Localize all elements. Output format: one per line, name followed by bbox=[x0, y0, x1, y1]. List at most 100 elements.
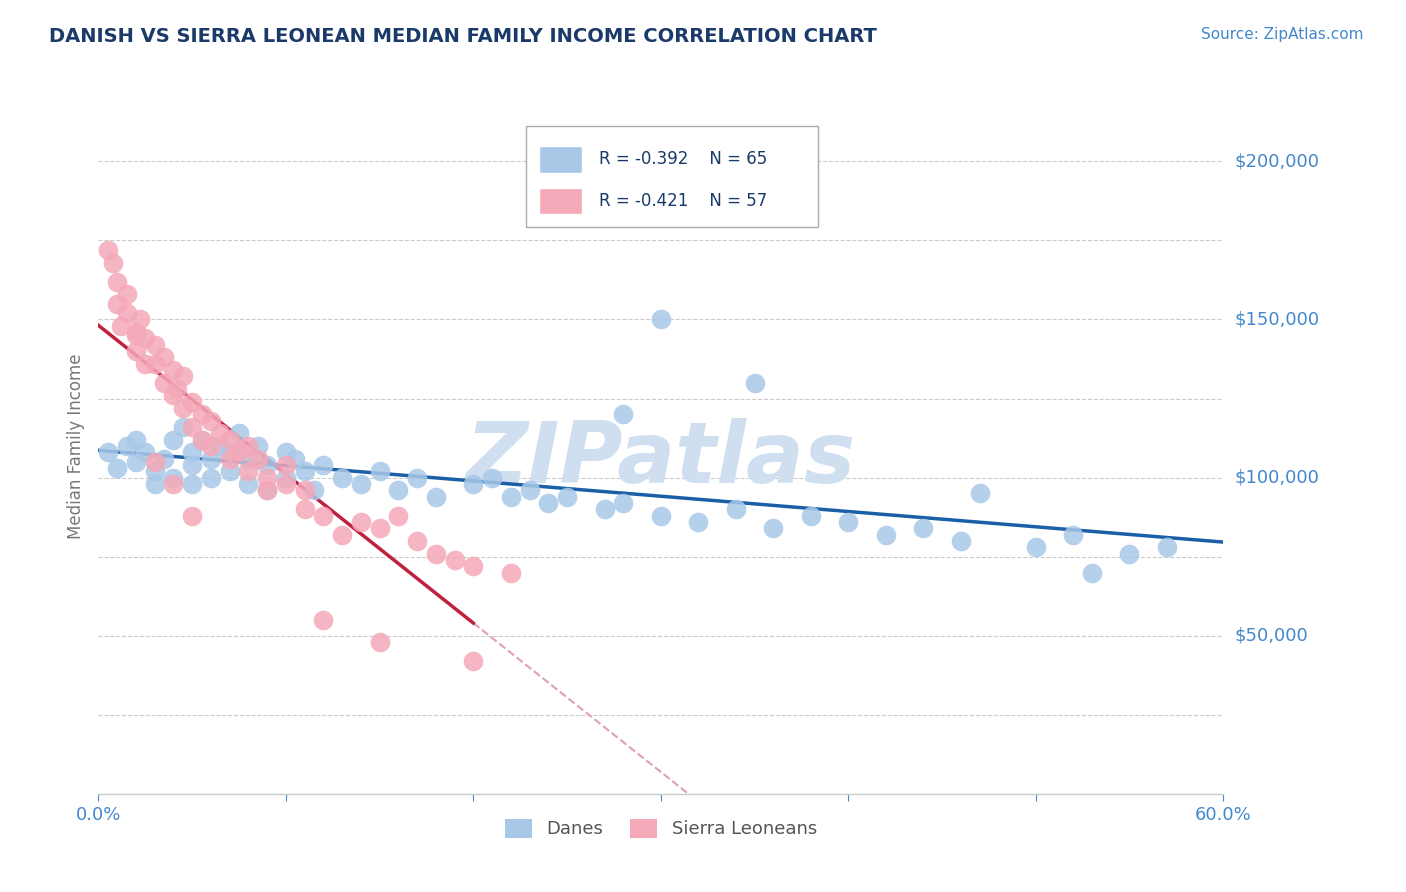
Point bbox=[143, 455, 166, 469]
Point bbox=[425, 490, 447, 504]
Point bbox=[499, 566, 522, 580]
Point bbox=[162, 363, 184, 377]
Point bbox=[228, 445, 250, 459]
Point bbox=[181, 477, 204, 491]
Point bbox=[800, 508, 823, 523]
Point bbox=[274, 477, 297, 491]
Point bbox=[1118, 547, 1140, 561]
Point bbox=[181, 508, 204, 523]
Point bbox=[463, 477, 485, 491]
Point bbox=[125, 455, 148, 469]
Point bbox=[181, 394, 204, 409]
Point bbox=[181, 458, 204, 472]
Point bbox=[463, 654, 485, 668]
Point bbox=[143, 357, 166, 371]
Point bbox=[110, 318, 132, 333]
Point bbox=[368, 521, 391, 535]
Point bbox=[162, 470, 184, 484]
Point bbox=[406, 470, 429, 484]
Point bbox=[125, 325, 148, 339]
Point bbox=[143, 338, 166, 352]
Text: ZIPatlas: ZIPatlas bbox=[465, 418, 856, 501]
Point bbox=[246, 439, 269, 453]
Point bbox=[190, 408, 212, 422]
Point bbox=[218, 433, 240, 447]
Point bbox=[115, 287, 138, 301]
Point bbox=[125, 344, 148, 359]
Point bbox=[294, 464, 316, 478]
Point bbox=[274, 458, 297, 472]
Point bbox=[200, 451, 222, 466]
Point bbox=[134, 357, 156, 371]
Point bbox=[256, 470, 278, 484]
Point bbox=[294, 483, 316, 498]
Text: $50,000: $50,000 bbox=[1234, 627, 1308, 645]
Point bbox=[228, 426, 250, 441]
Point bbox=[688, 515, 710, 529]
Point bbox=[238, 477, 260, 491]
Point bbox=[105, 296, 128, 310]
Point bbox=[105, 275, 128, 289]
FancyBboxPatch shape bbox=[526, 126, 818, 227]
Point bbox=[125, 328, 148, 343]
Text: $200,000: $200,000 bbox=[1234, 153, 1319, 170]
Point bbox=[612, 408, 634, 422]
Point bbox=[312, 458, 335, 472]
Point bbox=[162, 433, 184, 447]
Point bbox=[143, 464, 166, 478]
Point bbox=[294, 502, 316, 516]
Point bbox=[181, 420, 204, 434]
Point bbox=[153, 376, 176, 390]
Point bbox=[312, 508, 335, 523]
FancyBboxPatch shape bbox=[540, 146, 582, 172]
Point bbox=[274, 470, 297, 484]
Point bbox=[762, 521, 785, 535]
Point bbox=[125, 433, 148, 447]
Point bbox=[350, 477, 373, 491]
Point bbox=[350, 515, 373, 529]
Point bbox=[256, 483, 278, 498]
Point bbox=[875, 527, 897, 541]
Point bbox=[97, 243, 120, 257]
Point bbox=[368, 464, 391, 478]
Point bbox=[912, 521, 935, 535]
Point bbox=[200, 414, 222, 428]
Point bbox=[162, 477, 184, 491]
Point bbox=[166, 382, 188, 396]
Point bbox=[209, 426, 232, 441]
Point bbox=[1081, 566, 1104, 580]
Point bbox=[103, 255, 125, 269]
Point bbox=[97, 445, 120, 459]
Point bbox=[499, 490, 522, 504]
Point bbox=[593, 502, 616, 516]
Point bbox=[153, 451, 176, 466]
Point bbox=[209, 439, 232, 453]
Point bbox=[368, 635, 391, 649]
Point bbox=[238, 451, 260, 466]
Point bbox=[200, 470, 222, 484]
Point bbox=[837, 515, 859, 529]
Point bbox=[256, 483, 278, 498]
Point bbox=[218, 464, 240, 478]
Point bbox=[190, 433, 212, 447]
Point bbox=[969, 486, 991, 500]
Point bbox=[172, 401, 194, 415]
Point bbox=[406, 533, 429, 548]
Point bbox=[274, 445, 297, 459]
Point bbox=[190, 433, 212, 447]
Point bbox=[463, 559, 485, 574]
Point bbox=[115, 439, 138, 453]
Point bbox=[744, 376, 766, 390]
Point bbox=[724, 502, 747, 516]
Point bbox=[162, 388, 184, 402]
Point bbox=[143, 477, 166, 491]
Text: $100,000: $100,000 bbox=[1234, 468, 1319, 487]
Point bbox=[218, 451, 240, 466]
Point bbox=[134, 331, 156, 345]
Text: DANISH VS SIERRA LEONEAN MEDIAN FAMILY INCOME CORRELATION CHART: DANISH VS SIERRA LEONEAN MEDIAN FAMILY I… bbox=[49, 27, 877, 45]
Point bbox=[302, 483, 325, 498]
Text: $150,000: $150,000 bbox=[1234, 310, 1319, 328]
Point bbox=[537, 496, 560, 510]
Point bbox=[172, 420, 194, 434]
Point bbox=[387, 483, 409, 498]
